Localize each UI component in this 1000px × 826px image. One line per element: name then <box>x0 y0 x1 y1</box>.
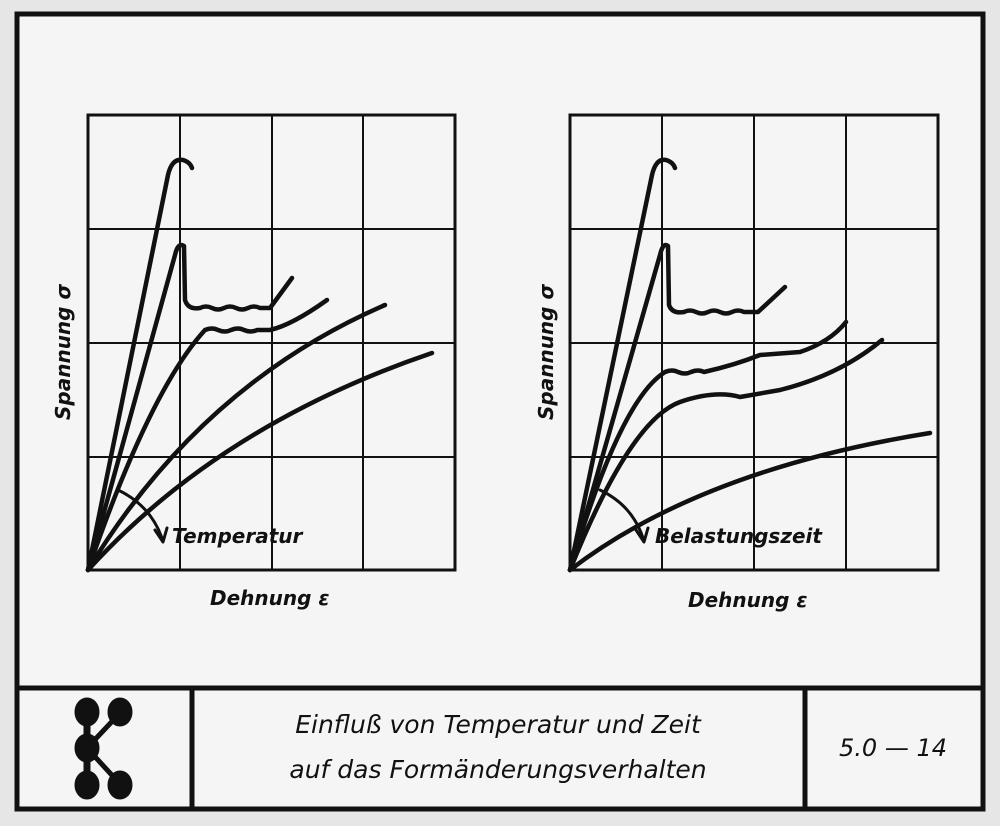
arrow-label: Belastungszeit <box>655 524 823 548</box>
curve-4 <box>85 302 388 573</box>
title-line-1: Einfluß von Temperatur und Zeit <box>295 710 702 739</box>
curve-5 <box>85 350 435 573</box>
chart-temperature: Temperatur Dehnung ε Spannung σ <box>51 113 457 610</box>
title-line-2: auf das Formänderungsverhalten <box>289 755 706 784</box>
arrow-temperature <box>116 488 164 540</box>
slide-frame <box>14 11 986 812</box>
curve-2 <box>567 242 788 573</box>
curve-4 <box>567 337 885 573</box>
arrow-load-time <box>598 488 645 540</box>
curve-1 <box>85 157 195 573</box>
arrow-label: Temperatur <box>172 524 304 548</box>
x-axis-label: Dehnung ε <box>210 586 330 610</box>
y-axis-label: Spannung σ <box>534 284 558 420</box>
curve-3 <box>85 297 330 573</box>
curve-3 <box>567 319 849 573</box>
grid <box>568 113 940 572</box>
curve-5 <box>567 430 933 573</box>
x-axis-label: Dehnung ε <box>688 588 808 612</box>
chart-load-time: Belastungszeit Dehnung ε Spannung σ <box>534 113 940 612</box>
footer: Einfluß von Temperatur und Zeit auf das … <box>17 685 983 809</box>
slide-number: 5.0 — 14 <box>839 734 947 762</box>
curve-1 <box>567 157 678 573</box>
y-axis-label: Spannung σ <box>51 284 75 420</box>
molecule-k-logo-icon <box>74 697 133 800</box>
curve-2 <box>85 242 295 573</box>
